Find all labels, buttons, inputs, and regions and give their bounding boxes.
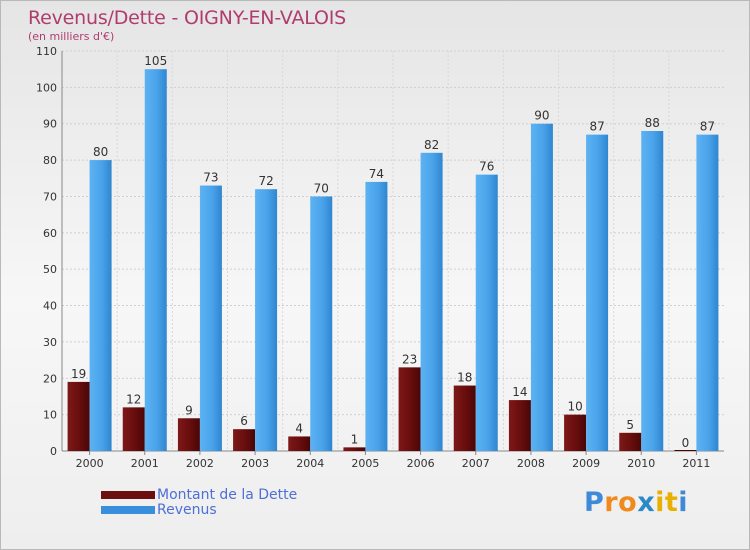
y-tick-label: 50 [43,263,57,276]
legend-swatch-dette [101,490,155,499]
x-tick-label: 2010 [627,457,655,470]
bar-revenus [144,69,167,451]
legend-swatch-revenus [101,505,155,514]
data-label-revenus: 74 [369,167,384,181]
data-label-dette: 10 [567,400,582,414]
bar-revenus [475,174,498,452]
proxiti-logo: Proxiti [584,487,688,518]
data-label-revenus: 80 [93,145,108,159]
y-tick-label: 60 [43,227,57,240]
bar-dette [674,450,697,451]
data-label-dette: 12 [126,392,141,406]
bar-dette [508,400,531,451]
bar-dette [453,385,476,451]
bar-dette [343,447,366,451]
data-label-revenus: 87 [589,120,604,134]
logo-letter: i [655,487,665,518]
y-tick-label: 0 [50,445,57,458]
logo-letter: x [637,487,656,518]
y-tick-label: 10 [43,409,57,422]
x-tick-label: 2003 [241,457,269,470]
bar-revenus [255,189,278,451]
legend-item-dette: Montant de la Dette [101,486,298,503]
data-label-dette: 19 [71,367,86,381]
bar-revenus [310,196,333,451]
data-label-dette: 6 [240,414,248,428]
chart-subtitle: (en milliers d'€) [28,30,115,43]
data-label-revenus: 82 [424,138,439,152]
bar-dette [233,429,256,451]
data-label-dette: 4 [295,421,303,435]
bar-dette [122,407,145,451]
bar-revenus [641,131,664,451]
data-label-dette: 23 [402,352,417,366]
y-tick-label: 100 [36,81,57,94]
x-tick-label: 2008 [517,457,545,470]
bar-dette [619,432,642,451]
x-tick-label: 2009 [572,457,600,470]
x-tick-label: 2000 [76,457,104,470]
data-label-dette: 14 [512,385,527,399]
data-label-revenus: 76 [479,160,494,174]
bar-dette [177,418,200,451]
y-tick-label: 20 [43,372,57,385]
bar-dette [288,436,311,451]
bar-revenus [696,134,719,452]
data-label-dette: 18 [457,371,472,385]
data-label-revenus: 105 [144,54,167,68]
chart-title: Revenus/Dette - OIGNY-EN-VALOIS [28,7,346,29]
bar-revenus [199,185,222,451]
bar-revenus [530,123,553,452]
y-tick-label: 90 [43,118,57,131]
logo-letter: i [678,487,689,518]
logo-letter: P [584,487,605,518]
legend-label-revenus: Revenus [157,501,217,518]
bar-revenus [420,152,443,451]
data-label-dette: 0 [682,436,690,450]
y-tick-label: 30 [43,336,57,349]
data-label-dette: 5 [626,418,634,432]
data-label-revenus: 73 [203,171,218,185]
data-label-revenus: 87 [700,120,715,134]
logo-letter: r [604,487,619,518]
bar-revenus [365,181,388,451]
y-tick-label: 40 [43,300,57,313]
x-tick-label: 2006 [407,457,435,470]
x-tick-label: 2002 [186,457,214,470]
bar-revenus [89,160,112,451]
legend-item-revenus: Revenus [101,501,297,518]
bar-dette [67,381,90,451]
logo-letter: t [664,487,679,518]
legend-label-dette: Montant de la Dette [157,486,298,503]
y-tick-label: 110 [36,45,57,58]
data-label-revenus: 72 [258,174,273,188]
data-label-revenus: 88 [645,116,660,130]
y-tick-label: 80 [43,154,57,167]
bar-revenus [586,134,609,452]
x-tick-label: 2005 [351,457,379,470]
data-label-dette: 9 [185,403,193,417]
x-tick-label: 2001 [131,457,159,470]
legend: Montant de la Dette Revenus [101,486,298,518]
x-tick-label: 2007 [462,457,490,470]
x-tick-label: 2004 [296,457,324,470]
y-tick-label: 70 [43,190,57,203]
x-tick-label: 2011 [682,457,710,470]
data-label-revenus: 70 [314,181,329,195]
data-label-dette: 1 [351,432,359,446]
data-label-revenus: 90 [534,109,549,123]
bar-dette [398,367,421,451]
bar-dette [564,414,587,451]
logo-letter: o [618,487,638,518]
